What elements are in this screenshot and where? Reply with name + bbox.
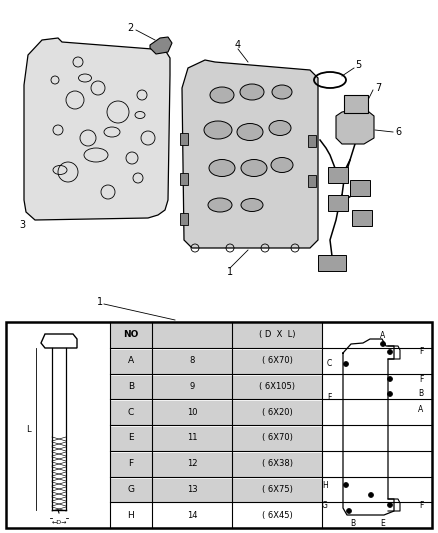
Bar [318, 255, 346, 271]
Text: G: G [127, 485, 134, 494]
Text: F: F [419, 500, 423, 510]
Text: ( 6X70): ( 6X70) [261, 433, 293, 442]
Bar [344, 95, 368, 113]
Text: H: H [322, 481, 328, 489]
Bar [6, 322, 432, 528]
Bar [350, 180, 370, 196]
Bar [308, 135, 316, 147]
Polygon shape [182, 60, 318, 248]
Text: 6: 6 [395, 127, 401, 137]
Text: B: B [128, 382, 134, 391]
Text: F: F [419, 375, 423, 384]
Text: C: C [326, 359, 332, 368]
Ellipse shape [204, 121, 232, 139]
Circle shape [368, 492, 374, 497]
Circle shape [388, 350, 392, 354]
Text: 2: 2 [127, 23, 133, 33]
Bar [328, 167, 348, 183]
Bar [110, 479, 322, 502]
Polygon shape [41, 334, 77, 348]
Circle shape [388, 392, 392, 397]
Ellipse shape [271, 157, 293, 173]
Circle shape [343, 482, 349, 488]
Text: 9: 9 [189, 382, 194, 391]
Bar [110, 453, 322, 477]
Polygon shape [24, 38, 170, 220]
Text: ←D→: ←D→ [51, 520, 67, 524]
Text: A: A [128, 356, 134, 365]
Text: 3: 3 [19, 220, 25, 230]
Bar [328, 195, 348, 211]
Bar [180, 133, 188, 145]
Text: L: L [26, 424, 31, 433]
Text: E: E [381, 519, 385, 528]
Text: 4: 4 [235, 40, 241, 50]
Text: F: F [128, 459, 134, 468]
Text: G: G [322, 500, 328, 510]
Text: 11: 11 [187, 433, 197, 442]
Text: ( 6X20): ( 6X20) [261, 408, 293, 417]
Text: 12: 12 [187, 459, 197, 468]
Text: 1: 1 [97, 297, 103, 307]
Text: 5: 5 [355, 60, 361, 70]
Bar [110, 401, 322, 425]
Text: ( 6X70): ( 6X70) [261, 356, 293, 365]
Bar [180, 213, 188, 225]
Bar [110, 376, 322, 399]
Ellipse shape [241, 159, 267, 176]
Text: C: C [128, 408, 134, 417]
Text: 8: 8 [189, 356, 194, 365]
Text: 14: 14 [187, 511, 197, 520]
Text: ( 6X105): ( 6X105) [259, 382, 295, 391]
Ellipse shape [237, 124, 263, 141]
Bar [110, 324, 322, 348]
Text: A: A [418, 405, 424, 414]
Text: B: B [350, 519, 356, 528]
Circle shape [346, 508, 352, 513]
Ellipse shape [209, 159, 235, 176]
Ellipse shape [269, 120, 291, 135]
Text: 1: 1 [227, 267, 233, 277]
Circle shape [381, 342, 385, 346]
Circle shape [388, 376, 392, 382]
Bar [308, 175, 316, 187]
Polygon shape [336, 108, 374, 144]
Text: E: E [128, 433, 134, 442]
Text: B: B [418, 390, 424, 399]
Text: ( D  X  L): ( D X L) [259, 330, 295, 340]
Text: 10: 10 [187, 408, 197, 417]
Bar [110, 350, 322, 374]
Polygon shape [150, 37, 172, 54]
Text: ( 6X75): ( 6X75) [261, 485, 293, 494]
Bar [352, 210, 372, 226]
Bar [110, 427, 322, 451]
Text: ( 6X45): ( 6X45) [261, 511, 293, 520]
Ellipse shape [240, 84, 264, 100]
Text: ( 6X38): ( 6X38) [261, 459, 293, 468]
Text: H: H [127, 511, 134, 520]
Bar [180, 173, 188, 185]
Circle shape [388, 503, 392, 507]
Text: 13: 13 [187, 485, 197, 494]
Text: F: F [327, 392, 331, 401]
Ellipse shape [241, 198, 263, 212]
Ellipse shape [210, 87, 234, 103]
Ellipse shape [208, 198, 232, 212]
Text: NO: NO [124, 330, 139, 340]
Text: A: A [380, 330, 385, 340]
Ellipse shape [272, 85, 292, 99]
Text: F: F [419, 348, 423, 357]
Text: 7: 7 [375, 83, 381, 93]
Circle shape [343, 361, 349, 367]
